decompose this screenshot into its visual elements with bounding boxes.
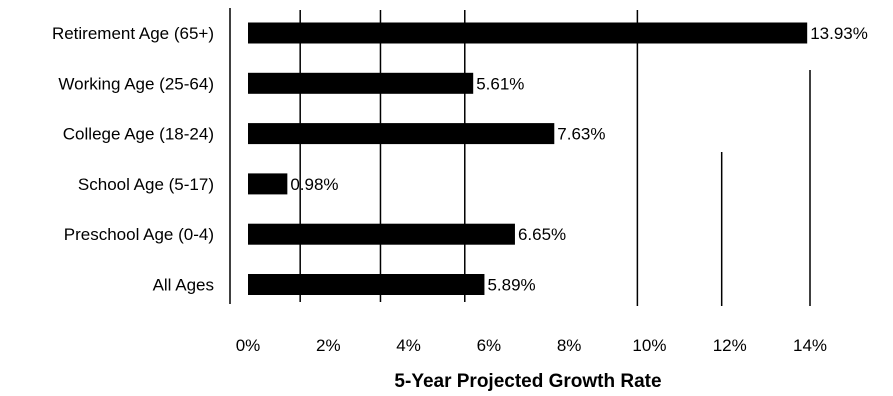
bar-0: [248, 22, 808, 44]
category-label-2: College Age (18-24): [63, 125, 214, 144]
category-label-3: School Age (5-17): [78, 175, 214, 194]
x-tick-label-3: 6%: [477, 336, 502, 355]
x-tick-label-2: 4%: [396, 336, 421, 355]
bar-5: [248, 274, 485, 295]
gridlines: [299, 10, 811, 306]
value-label-1: 5.61%: [476, 74, 524, 93]
bar-3: [248, 173, 288, 195]
x-axis-title: 5-Year Projected Growth Rate: [394, 371, 661, 392]
bars: [248, 22, 808, 295]
value-labels: 13.93% 5.61% 7.63% 0.98% 6.65% 5.89%: [290, 24, 868, 295]
bar-4: [248, 223, 515, 245]
bar-1: [248, 72, 474, 94]
category-label-1: Working Age (25-64): [58, 74, 214, 93]
bar-2: [248, 123, 555, 145]
x-tick-label-0: 0%: [236, 336, 261, 355]
x-tick-label-6: 12%: [713, 336, 747, 355]
value-label-3: 0.98%: [290, 175, 338, 194]
value-label-4: 6.65%: [518, 225, 566, 244]
category-label-0: Retirement Age (65+): [52, 24, 214, 43]
x-tick-label-7: 14%: [793, 336, 827, 355]
value-label-2: 7.63%: [557, 125, 605, 144]
value-label-5: 5.89%: [487, 276, 535, 295]
x-tick-label-5: 10%: [632, 336, 666, 355]
x-tick-label-4: 8%: [557, 336, 582, 355]
value-label-0: 13.93%: [810, 24, 868, 43]
category-labels: Retirement Age (65+) Working Age (25-64) C…: [52, 24, 214, 295]
category-label-5: All Ages: [153, 276, 214, 295]
x-tick-label-1: 2%: [316, 336, 341, 355]
x-tick-labels: 0% 2% 4% 6% 8% 10% 12% 14%: [236, 336, 827, 355]
category-label-4: Preschool Age (0-4): [64, 225, 214, 244]
